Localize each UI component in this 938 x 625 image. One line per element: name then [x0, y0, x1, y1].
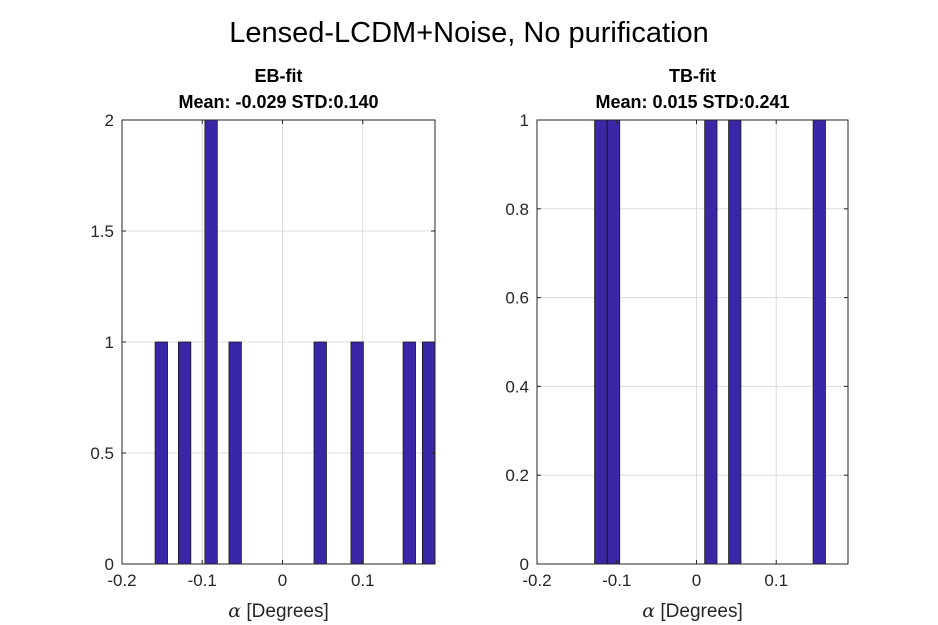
y-tick-label: 0.2	[505, 466, 529, 485]
histogram-bars	[154, 119, 436, 565]
histogram-bar	[812, 119, 826, 565]
grid-lines	[121, 119, 435, 565]
x-axis-label-symbol: α	[228, 600, 241, 622]
y-tick-label: 0	[520, 555, 529, 574]
subplot-subtitle: Mean: -0.029 STD:0.140	[178, 92, 378, 112]
axes-box	[536, 119, 849, 565]
axes: -0.2 -0.1 0 0.1 0 0.5 1 1.5 2	[90, 111, 436, 590]
figure-title: Lensed-LCDM+Noise, No purification	[229, 17, 709, 49]
histogram-bar	[594, 119, 608, 565]
y-tick-label: 2	[105, 111, 114, 130]
histogram-bar	[728, 119, 742, 565]
subplot-eb-fit: EB-fit Mean: -0.029 STD:0.140 -0.2 -0.1 0 0…	[90, 66, 436, 622]
y-tick-label: 0.8	[505, 200, 529, 219]
histogram-bar	[177, 341, 192, 565]
x-axis-label-symbol: α	[642, 600, 655, 622]
x-tick-label: -0.2	[522, 571, 551, 590]
y-tick-label: 0.6	[505, 289, 529, 308]
x-tick-label: 0.1	[764, 571, 788, 590]
x-axis-label: α [Degrees]	[228, 600, 329, 622]
histogram-bar	[402, 341, 416, 565]
histogram-bar	[228, 341, 242, 565]
histogram-bar	[313, 341, 327, 565]
y-tick-label: 1	[105, 333, 114, 352]
x-tick-label: -0.1	[602, 571, 631, 590]
x-tick-label: 0	[278, 571, 287, 590]
y-tick-label: 1	[520, 111, 529, 130]
histogram-bars	[594, 119, 826, 565]
x-tick-label: -0.1	[188, 571, 217, 590]
subplot-title: TB-fit	[669, 66, 716, 86]
x-tick-label: 0	[692, 571, 701, 590]
histogram-bar	[350, 341, 364, 565]
x-axis-label-text: [Degrees]	[655, 601, 743, 622]
y-tick-label: 0.4	[505, 377, 529, 396]
y-tick-label: 1.5	[90, 222, 114, 241]
x-axis-label: α [Degrees]	[642, 600, 743, 622]
y-tick-label: 0.5	[90, 444, 114, 463]
histogram-bar	[606, 119, 621, 565]
grid-lines	[536, 119, 848, 565]
x-tick-label: 0.1	[351, 571, 375, 590]
subplot-title: EB-fit	[255, 66, 303, 86]
subplot-tb-fit: TB-fit Mean: 0.015 STD:0.241 -0.2 -0.1 0 0.…	[505, 66, 849, 622]
x-axis-label-text: [Degrees]	[241, 601, 329, 622]
histogram-bar	[704, 119, 718, 565]
axes: -0.2 -0.1 0 0.1 0 0.2 0.4 0.6 0.8 1	[505, 111, 849, 590]
histogram-bar	[204, 119, 218, 565]
y-tick-label: 0	[105, 555, 114, 574]
subplot-subtitle: Mean: 0.015 STD:0.241	[595, 92, 789, 112]
histogram-bar	[154, 341, 168, 565]
x-tick-label: -0.2	[107, 571, 136, 590]
